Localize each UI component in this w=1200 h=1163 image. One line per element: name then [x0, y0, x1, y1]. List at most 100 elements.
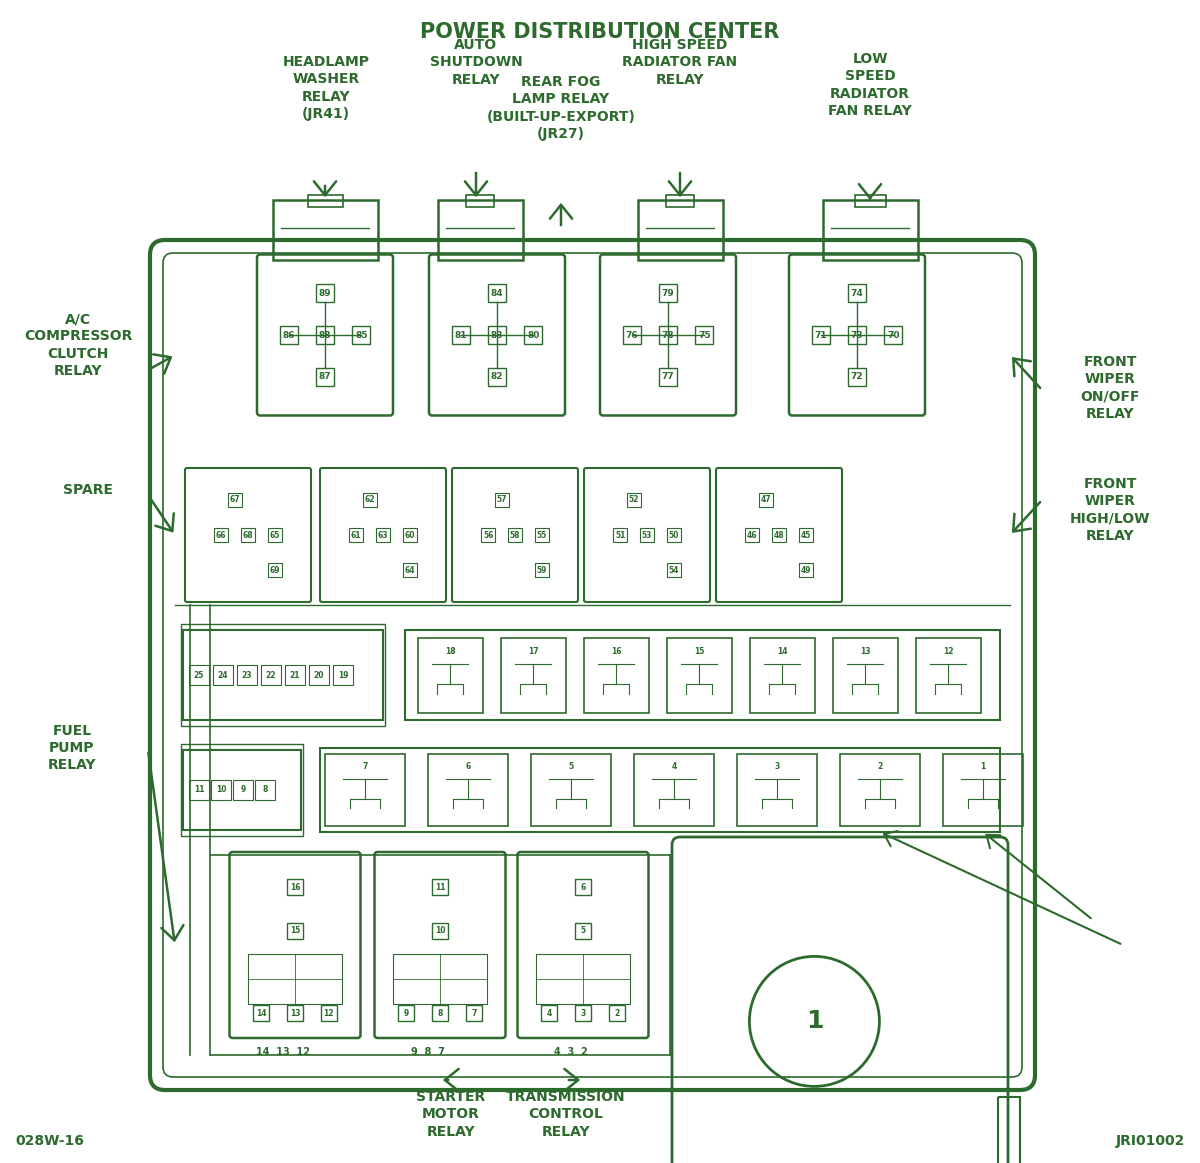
- Text: 5: 5: [569, 763, 574, 771]
- Text: 74: 74: [851, 288, 863, 298]
- Bar: [316, 284, 334, 302]
- Text: 76: 76: [625, 330, 638, 340]
- Bar: [353, 326, 371, 344]
- Text: 71: 71: [815, 330, 827, 340]
- Text: 70: 70: [887, 330, 900, 340]
- Text: 81: 81: [455, 330, 467, 340]
- Bar: [181, 625, 385, 726]
- Text: POWER DISTRIBUTION CENTER: POWER DISTRIBUTION CENTER: [420, 22, 780, 42]
- Text: 19: 19: [337, 671, 348, 679]
- Bar: [334, 665, 353, 685]
- Bar: [667, 528, 680, 542]
- Text: 87: 87: [319, 372, 331, 381]
- Bar: [466, 1005, 481, 1021]
- Bar: [253, 1005, 269, 1021]
- Text: 10: 10: [216, 785, 227, 794]
- Bar: [575, 922, 592, 939]
- Bar: [233, 780, 253, 800]
- Bar: [325, 754, 406, 826]
- Bar: [214, 528, 228, 542]
- Bar: [659, 368, 677, 386]
- Text: 4: 4: [671, 763, 677, 771]
- Text: 83: 83: [491, 330, 503, 340]
- Bar: [659, 326, 677, 344]
- Bar: [418, 637, 482, 713]
- Bar: [613, 528, 628, 542]
- Text: A/C
COMPRESSOR
CLUTCH
RELAY: A/C COMPRESSOR CLUTCH RELAY: [24, 312, 132, 378]
- Bar: [488, 326, 506, 344]
- Bar: [848, 284, 866, 302]
- Text: 79: 79: [661, 288, 674, 298]
- Text: 12: 12: [324, 1008, 334, 1018]
- Text: 15: 15: [694, 647, 704, 656]
- Text: STARTER
MOTOR
RELAY: STARTER MOTOR RELAY: [416, 1090, 486, 1139]
- Text: 55: 55: [536, 530, 547, 540]
- Bar: [848, 368, 866, 386]
- Text: 62: 62: [365, 495, 374, 505]
- Bar: [316, 326, 334, 344]
- Bar: [268, 563, 282, 577]
- Text: 75: 75: [698, 330, 710, 340]
- Bar: [758, 493, 773, 507]
- Text: 2: 2: [614, 1008, 619, 1018]
- Bar: [214, 665, 233, 685]
- Bar: [840, 754, 920, 826]
- Text: REAR FOG
LAMP RELAY
(BUILT-UP-EXPORT)
(JR27): REAR FOG LAMP RELAY (BUILT-UP-EXPORT) (J…: [486, 74, 636, 141]
- Text: 028W-16: 028W-16: [14, 1134, 84, 1148]
- Bar: [308, 195, 343, 207]
- Text: 68: 68: [242, 530, 253, 540]
- Text: 47: 47: [761, 495, 770, 505]
- Bar: [530, 754, 611, 826]
- Bar: [280, 326, 298, 344]
- Text: 45: 45: [800, 530, 811, 540]
- Text: 9: 9: [240, 785, 246, 794]
- Text: 6: 6: [581, 883, 586, 892]
- Text: 59: 59: [536, 565, 547, 575]
- Text: 20: 20: [313, 671, 324, 679]
- Text: 56: 56: [482, 530, 493, 540]
- Bar: [833, 637, 898, 713]
- Bar: [659, 284, 677, 302]
- Bar: [745, 528, 760, 542]
- Bar: [287, 922, 302, 939]
- Text: 53: 53: [642, 530, 652, 540]
- Bar: [634, 754, 714, 826]
- Text: FRONT
WIPER
ON/OFF
RELAY: FRONT WIPER ON/OFF RELAY: [1080, 355, 1140, 421]
- Text: AUTO
SHUTDOWN
RELAY: AUTO SHUTDOWN RELAY: [430, 38, 522, 86]
- Text: 69: 69: [270, 565, 280, 575]
- Text: 49: 49: [800, 565, 811, 575]
- Bar: [500, 637, 565, 713]
- Bar: [998, 1097, 1020, 1163]
- Bar: [575, 879, 592, 896]
- Text: 51: 51: [614, 530, 625, 540]
- Bar: [667, 563, 680, 577]
- Bar: [541, 1005, 557, 1021]
- Text: 16: 16: [289, 883, 300, 892]
- Bar: [451, 326, 469, 344]
- Bar: [535, 528, 548, 542]
- Text: 10: 10: [434, 926, 445, 935]
- Bar: [286, 665, 305, 685]
- Text: 1: 1: [980, 763, 985, 771]
- Text: 63: 63: [378, 530, 389, 540]
- Bar: [536, 954, 630, 1005]
- Bar: [626, 493, 641, 507]
- Bar: [438, 200, 523, 261]
- Text: 65: 65: [270, 530, 280, 540]
- Bar: [823, 200, 918, 261]
- Bar: [181, 744, 302, 836]
- Bar: [608, 1005, 625, 1021]
- Bar: [256, 780, 275, 800]
- Text: 67: 67: [229, 495, 240, 505]
- Bar: [274, 200, 378, 261]
- Text: 15: 15: [290, 926, 300, 935]
- Text: 61: 61: [350, 530, 361, 540]
- Text: 57: 57: [497, 495, 506, 505]
- Text: 84: 84: [491, 288, 503, 298]
- Bar: [310, 665, 329, 685]
- Bar: [666, 637, 732, 713]
- Text: 78: 78: [661, 330, 674, 340]
- Text: 5: 5: [581, 926, 586, 935]
- Text: 12: 12: [943, 647, 953, 656]
- Bar: [623, 326, 641, 344]
